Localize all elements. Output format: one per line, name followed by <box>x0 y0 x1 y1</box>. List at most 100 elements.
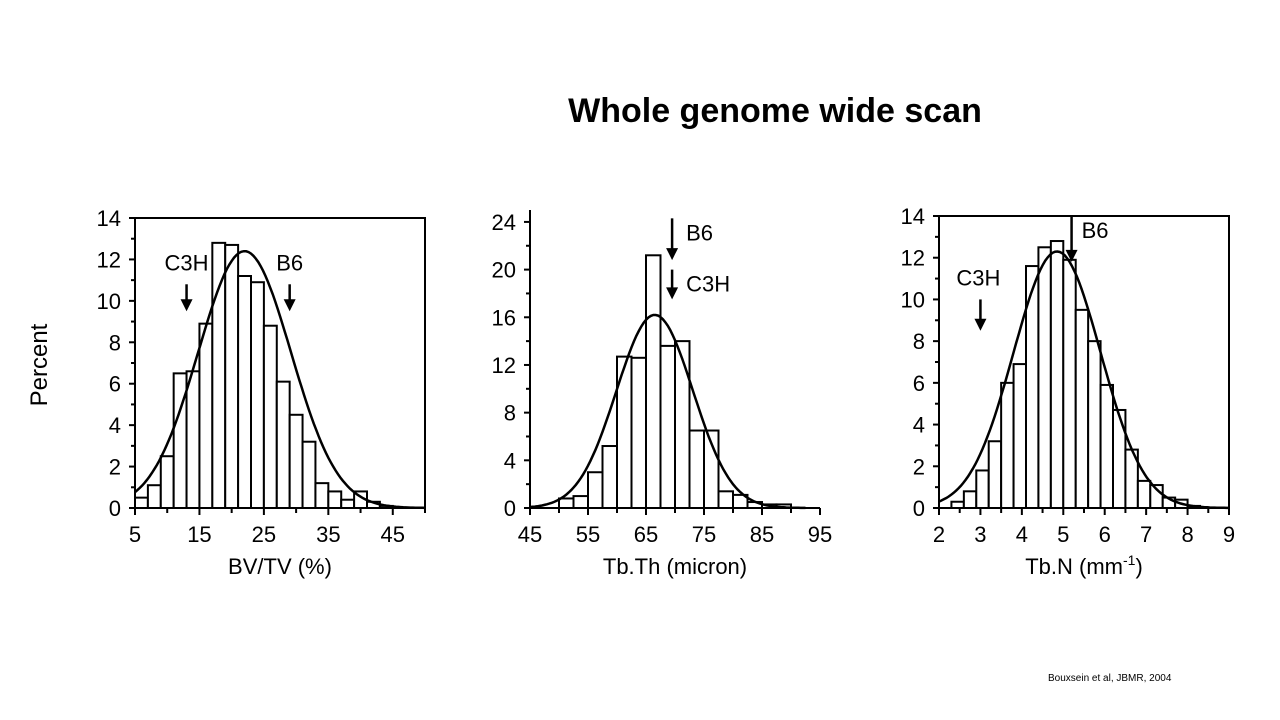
annotation-label: B6 <box>1082 218 1109 243</box>
histogram-bar <box>237 275 253 509</box>
y-tick-label: 12 <box>97 247 121 272</box>
y-tick-label: 6 <box>109 372 121 397</box>
x-tick-label: 25 <box>252 522 276 547</box>
y-tick-label: 4 <box>504 448 516 473</box>
x-tick-label: 7 <box>1140 522 1152 547</box>
histogram-panel-2: 0 4 8 12 16 20 24 45 55 65 75 85 95 Tb.Th (micron) B6 C… <box>492 210 833 579</box>
y-tick-label: 10 <box>97 289 121 314</box>
histogram-bar <box>1136 479 1152 509</box>
histogram-bar <box>288 413 304 509</box>
histogram-bar <box>1000 381 1015 510</box>
annotation-label: C3H <box>956 265 1000 290</box>
x-tick-label: 75 <box>692 522 716 547</box>
histogram-bar <box>340 498 356 510</box>
y-tick-label: 14 <box>97 206 121 231</box>
y-tick-label: 20 <box>492 258 516 283</box>
annotation-arrowhead <box>283 299 296 312</box>
y-tick-label: 2 <box>913 454 925 479</box>
y-tick-label: 12 <box>901 246 925 271</box>
histogram-panel-1: 0 2 4 6 8 10 12 14 5 15 25 35 45 BV/TV (%) C3H B6 <box>97 206 426 579</box>
histogram-bar <box>250 281 265 510</box>
x-tick-label: 15 <box>187 522 211 547</box>
annotation-arrowhead <box>180 299 193 312</box>
x-tick-label: 85 <box>750 522 774 547</box>
histogram-bar <box>224 243 240 510</box>
histogram-bar <box>1074 308 1090 509</box>
y-tick-label: 0 <box>913 496 925 521</box>
x-axis-label: BV/TV (%) <box>228 554 332 579</box>
y-tick-label: 10 <box>901 287 925 312</box>
y-tick-label: 8 <box>913 329 925 354</box>
histogram-bar <box>159 455 175 510</box>
annotation-arrowhead <box>974 318 987 331</box>
x-axis-label: Tb.Th (micron) <box>603 554 747 579</box>
x-tick-label: 95 <box>808 522 832 547</box>
x-tick-label: 45 <box>381 522 405 547</box>
histogram-bar <box>717 490 734 510</box>
annotation-arrowhead <box>666 248 679 261</box>
x-tick-label: 45 <box>518 522 542 547</box>
histogram-bar <box>211 241 227 509</box>
x-tick-label: 3 <box>974 522 986 547</box>
fit-curve <box>529 313 806 510</box>
histogram-bar <box>645 254 662 509</box>
x-tick-label: 65 <box>634 522 658 547</box>
histogram-bar <box>1049 240 1065 509</box>
histogram-bar <box>601 445 618 509</box>
histogram-bar <box>1062 258 1077 509</box>
annotation-label: C3H <box>165 250 209 275</box>
fit-curve <box>134 249 426 510</box>
histogram-bar <box>1087 340 1102 509</box>
y-tick-label: 0 <box>109 496 121 521</box>
histogram-bar <box>1037 246 1052 510</box>
fit-curve <box>938 250 1229 510</box>
histogram-bar <box>185 370 201 509</box>
annotation-label: C3H <box>686 272 730 297</box>
x-tick-label: 5 <box>1057 522 1069 547</box>
x-tick-label: 6 <box>1099 522 1111 547</box>
histogram-bar <box>587 471 604 509</box>
histogram-bar <box>674 340 691 509</box>
y-tick-label: 24 <box>492 210 516 235</box>
y-tick-label: 2 <box>109 455 121 480</box>
y-tick-label: 8 <box>109 330 121 355</box>
annotation-arrowhead <box>1065 249 1078 262</box>
y-tick-label: 6 <box>913 371 925 396</box>
histogram-bar <box>987 440 1003 509</box>
x-tick-label: 4 <box>1016 522 1028 547</box>
histogram-bar <box>1099 383 1114 510</box>
citation: Bouxsein et al, JBMR, 2004 <box>1048 673 1172 684</box>
x-tick-label: 35 <box>316 522 340 547</box>
histogram-bar <box>950 500 965 510</box>
histogram-bar <box>659 344 676 509</box>
y-tick-label: 16 <box>492 305 516 330</box>
histogram-bar <box>134 496 149 509</box>
y-tick-label: 14 <box>901 204 925 229</box>
x-tick-label: 2 <box>933 522 945 547</box>
annotation-arrowhead <box>666 287 679 300</box>
histogram-bar <box>572 495 589 509</box>
histogram-bar <box>327 490 343 509</box>
histogram-bar <box>198 322 214 509</box>
histogram-bar <box>275 380 291 509</box>
histogram-bar <box>1012 363 1027 510</box>
x-tick-label: 55 <box>576 522 600 547</box>
x-tick-label: 5 <box>129 522 141 547</box>
histogram-bar <box>688 429 705 509</box>
y-tick-label: 4 <box>109 413 121 438</box>
y-tick-label: 8 <box>504 401 516 426</box>
histogram-bar <box>975 469 990 510</box>
x-tick-label: 9 <box>1223 522 1235 547</box>
histogram-bar <box>146 484 162 510</box>
annotation-label: B6 <box>276 250 303 275</box>
histogram-bar <box>262 324 278 510</box>
histogram-bar <box>314 482 330 509</box>
annotation-label: B6 <box>686 220 713 245</box>
x-tick-label: 8 <box>1181 522 1193 547</box>
y-tick-label: 4 <box>913 413 925 438</box>
x-axis-label: Tb.N (mm-1) <box>1025 552 1143 579</box>
histogram-bar <box>962 490 978 510</box>
histogram-bar <box>630 356 647 510</box>
